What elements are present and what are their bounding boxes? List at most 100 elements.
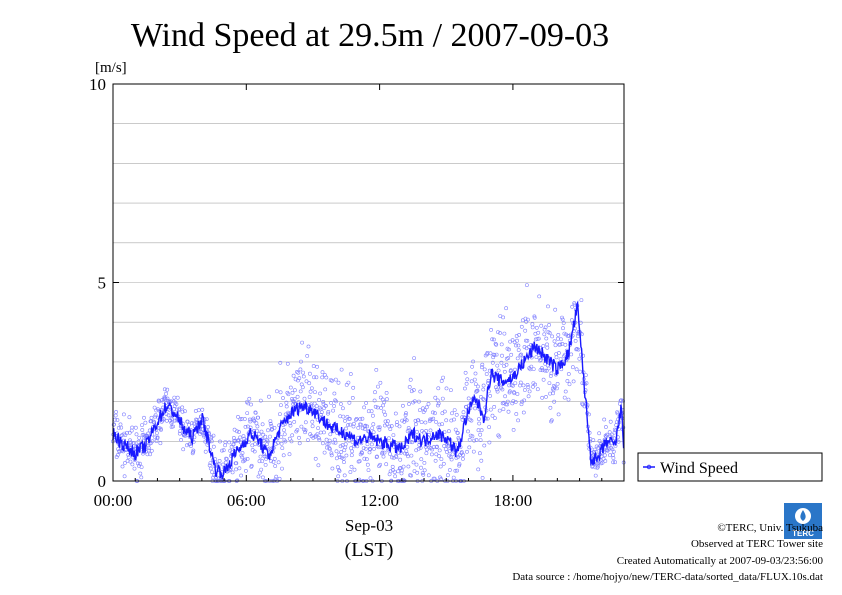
data-point: [496, 330, 500, 335]
data-point: [566, 372, 571, 376]
data-point: [547, 381, 552, 386]
data-point: [145, 452, 150, 457]
data-point: [480, 475, 485, 480]
data-point: [365, 462, 370, 467]
data-point: [184, 443, 189, 448]
data-point: [419, 465, 423, 470]
footer-copyright: ©TERC, Univ. Tsukuba: [717, 522, 823, 534]
data-point: [254, 421, 259, 426]
data-point: [284, 400, 289, 405]
data-point: [273, 464, 278, 468]
data-point: [500, 387, 505, 392]
data-point: [535, 387, 540, 392]
data-point: [375, 454, 379, 459]
data-point: [271, 459, 276, 464]
data-point: [521, 383, 526, 388]
data-point: [548, 405, 553, 410]
data-point: [371, 422, 376, 427]
data-point: [419, 457, 424, 462]
data-point: [356, 425, 361, 430]
data-point: [281, 396, 285, 400]
data-point: [314, 375, 319, 380]
data-point: [381, 403, 386, 408]
data-point: [494, 352, 499, 357]
data-point: [516, 343, 521, 348]
data-point: [139, 475, 144, 480]
data-point: [399, 471, 404, 476]
data-point: [242, 417, 247, 421]
data-point: [488, 351, 493, 356]
data-point: [531, 367, 536, 372]
data-point: [594, 449, 599, 454]
data-point: [531, 384, 535, 389]
data-point: [505, 399, 510, 404]
data-point: [537, 294, 542, 299]
data-point: [553, 307, 558, 312]
data-point: [360, 426, 365, 431]
data-point: [209, 439, 214, 444]
data-point: [378, 395, 383, 400]
data-point: [342, 460, 346, 465]
data-point: [473, 382, 478, 387]
data-point: [382, 400, 387, 405]
data-point: [444, 418, 449, 423]
data-point: [457, 462, 462, 467]
data-point: [297, 435, 301, 440]
data-point: [175, 407, 179, 412]
data-point: [498, 331, 502, 335]
data-point: [326, 411, 330, 416]
data-point: [158, 441, 163, 446]
data-point: [471, 449, 476, 454]
data-point: [502, 369, 507, 374]
data-point: [261, 452, 266, 457]
data-point: [504, 306, 509, 311]
data-point: [519, 352, 524, 357]
data-point: [329, 451, 334, 456]
data-point: [416, 399, 421, 404]
data-point: [321, 430, 326, 435]
data-point: [221, 462, 225, 467]
data-point: [243, 468, 248, 473]
data-point: [413, 422, 418, 427]
data-point: [413, 418, 418, 423]
data-point: [570, 318, 574, 323]
data-point: [154, 431, 159, 436]
data-point: [206, 425, 210, 429]
data-point: [381, 454, 386, 459]
data-point: [556, 336, 560, 341]
data-point: [349, 464, 354, 469]
data-point: [514, 412, 519, 416]
data-point: [289, 439, 294, 444]
data-point: [481, 387, 486, 392]
data-point: [189, 444, 193, 449]
data-point: [272, 425, 277, 430]
data-point: [196, 408, 201, 413]
data-point: [480, 362, 485, 367]
data-point: [220, 448, 224, 453]
data-point: [339, 450, 344, 454]
data-point: [251, 418, 256, 423]
data-point: [252, 449, 257, 454]
data-point: [340, 406, 345, 411]
data-point: [489, 327, 494, 332]
data-point: [383, 412, 388, 417]
data-point: [476, 467, 481, 472]
data-point: [529, 364, 534, 369]
data-point: [315, 432, 320, 437]
data-point: [440, 422, 445, 427]
mean-line-layer: [112, 300, 625, 480]
data-point: [514, 343, 518, 348]
data-point: [556, 412, 561, 417]
data-point: [255, 424, 260, 429]
data-point: [129, 428, 134, 433]
data-point: [348, 422, 353, 427]
data-point: [368, 476, 373, 481]
data-point: [274, 389, 279, 394]
data-point: [346, 380, 351, 385]
data-point: [541, 344, 546, 348]
data-point: [548, 374, 553, 378]
data-point: [347, 438, 352, 443]
axis-ticks: 0 5 10 00:00 06:00 12:00 18:00: [89, 75, 624, 510]
data-point: [295, 394, 300, 399]
data-point: [536, 330, 541, 335]
